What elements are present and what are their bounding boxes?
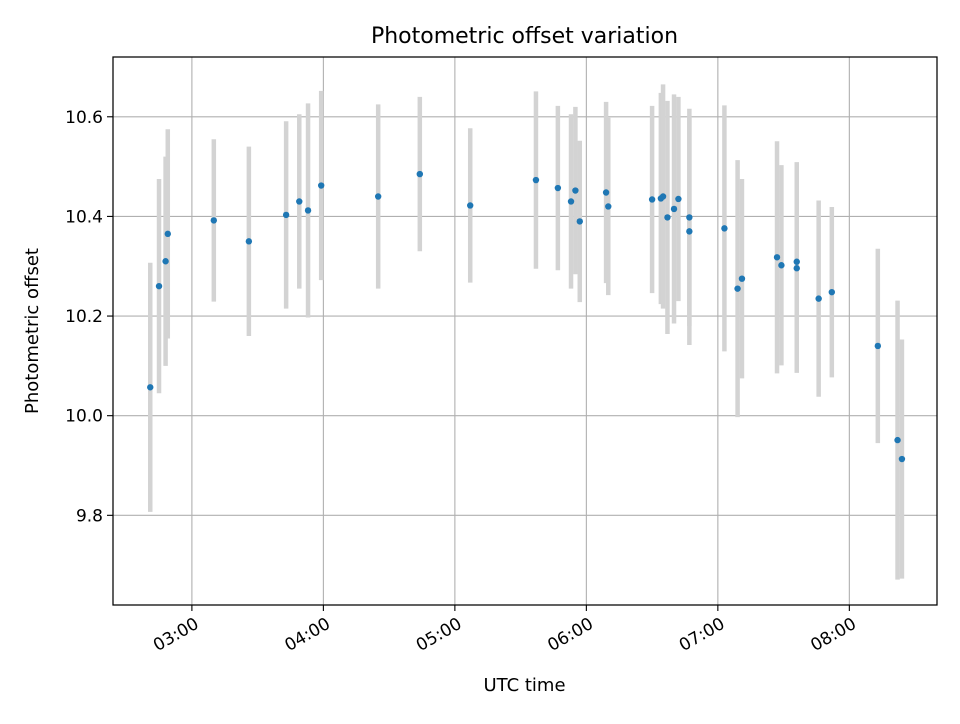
y-tick-label: 10.2: [65, 307, 103, 327]
data-point: [245, 238, 253, 245]
x-axis-label: UTC time: [483, 675, 565, 696]
chart-title: Photometric offset variation: [371, 24, 678, 49]
data-point: [675, 195, 682, 203]
data-point: [686, 214, 693, 221]
y-axis-label: Photometric offset: [22, 248, 43, 414]
data-point: [898, 455, 906, 463]
data-point: [605, 203, 612, 210]
data-point: [572, 187, 579, 194]
y-axis-ticks: 9.8 10.0 10.2 10.4 10.6: [65, 108, 113, 526]
data-point: [155, 282, 163, 290]
data-point: [374, 193, 382, 200]
data-point: [467, 202, 474, 209]
data-point: [793, 258, 800, 265]
data-point: [664, 214, 671, 221]
data-point: [416, 170, 424, 178]
data-point: [773, 254, 781, 261]
y-tick-label: 10.4: [65, 207, 103, 227]
data-point: [576, 218, 583, 225]
grid-lines: [113, 57, 937, 605]
x-tick-label: 06:00: [544, 614, 596, 656]
x-tick-label: 08:00: [807, 614, 859, 656]
data-points: [147, 170, 906, 463]
plot-frame: [112, 56, 938, 606]
error-bars: [148, 84, 905, 580]
x-tick-label: 03:00: [150, 614, 202, 656]
data-point: [793, 265, 800, 272]
data-point: [162, 258, 169, 265]
data-point: [147, 384, 154, 391]
data-point: [721, 225, 728, 232]
x-tick-label: 07:00: [676, 614, 728, 656]
x-tick-label: 05:00: [413, 614, 465, 656]
data-point: [210, 217, 218, 224]
data-point: [164, 230, 171, 238]
data-point: [304, 207, 312, 214]
y-tick-label: 9.8: [76, 506, 103, 526]
data-point: [686, 228, 693, 235]
y-tick-label: 10.0: [65, 407, 103, 427]
data-point: [874, 342, 882, 350]
data-point: [532, 176, 540, 184]
y-tick-label: 10.6: [65, 108, 103, 128]
data-point: [602, 189, 610, 196]
data-point: [670, 205, 678, 213]
data-point: [554, 184, 562, 192]
data-point: [894, 436, 901, 444]
data-point: [567, 198, 575, 205]
data-point: [778, 262, 785, 269]
x-tick-label: 04:00: [281, 614, 333, 656]
data-point: [659, 193, 667, 200]
data-point: [296, 198, 303, 205]
data-point: [815, 295, 822, 302]
data-point: [282, 211, 290, 219]
x-axis-ticks: 03:00 04:00 05:00 06:00 07:00 08:00: [150, 605, 860, 656]
data-point: [734, 285, 741, 292]
data-point: [828, 288, 836, 296]
data-point: [738, 275, 746, 282]
data-point: [317, 182, 325, 189]
data-point: [648, 196, 656, 203]
